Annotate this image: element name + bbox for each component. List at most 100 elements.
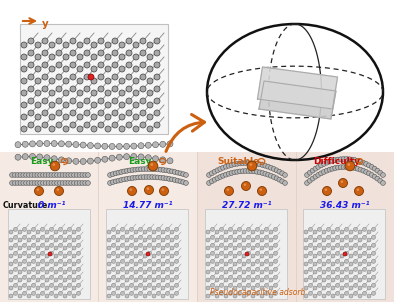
Circle shape bbox=[336, 251, 340, 255]
Circle shape bbox=[50, 227, 54, 231]
Circle shape bbox=[36, 286, 40, 290]
Circle shape bbox=[28, 86, 34, 92]
Circle shape bbox=[52, 173, 57, 177]
Circle shape bbox=[247, 161, 257, 171]
Circle shape bbox=[143, 294, 147, 298]
Circle shape bbox=[22, 275, 26, 279]
Circle shape bbox=[133, 102, 139, 108]
Circle shape bbox=[264, 283, 268, 287]
Bar bbox=[197, 152, 394, 302]
Circle shape bbox=[224, 246, 228, 250]
Circle shape bbox=[242, 230, 246, 234]
Circle shape bbox=[224, 270, 228, 274]
Circle shape bbox=[238, 267, 242, 271]
Circle shape bbox=[136, 167, 141, 172]
Circle shape bbox=[210, 227, 214, 231]
Circle shape bbox=[9, 294, 13, 298]
Circle shape bbox=[313, 270, 317, 274]
Circle shape bbox=[318, 243, 322, 247]
Circle shape bbox=[175, 178, 180, 183]
Circle shape bbox=[44, 155, 50, 161]
Circle shape bbox=[42, 50, 48, 56]
Circle shape bbox=[154, 50, 160, 56]
Circle shape bbox=[304, 246, 308, 250]
Circle shape bbox=[344, 267, 349, 271]
Circle shape bbox=[113, 179, 118, 184]
Circle shape bbox=[309, 235, 312, 239]
Circle shape bbox=[125, 176, 129, 181]
Circle shape bbox=[255, 235, 260, 239]
Circle shape bbox=[322, 169, 326, 174]
Circle shape bbox=[28, 74, 34, 80]
Circle shape bbox=[181, 180, 186, 185]
Circle shape bbox=[181, 172, 186, 177]
Circle shape bbox=[304, 238, 308, 242]
Circle shape bbox=[35, 102, 41, 108]
Circle shape bbox=[343, 252, 347, 256]
Circle shape bbox=[353, 166, 357, 170]
Circle shape bbox=[143, 286, 147, 290]
Circle shape bbox=[63, 278, 67, 282]
Circle shape bbox=[41, 243, 45, 247]
Circle shape bbox=[133, 167, 138, 172]
Circle shape bbox=[84, 122, 90, 128]
Circle shape bbox=[353, 243, 357, 247]
Circle shape bbox=[119, 78, 125, 84]
Circle shape bbox=[318, 283, 322, 287]
Circle shape bbox=[178, 171, 183, 176]
Circle shape bbox=[212, 169, 217, 174]
Circle shape bbox=[41, 259, 45, 263]
Circle shape bbox=[318, 235, 322, 239]
Circle shape bbox=[70, 86, 76, 92]
Circle shape bbox=[255, 169, 259, 174]
Circle shape bbox=[73, 158, 79, 164]
Circle shape bbox=[9, 230, 13, 234]
Circle shape bbox=[29, 173, 34, 177]
Circle shape bbox=[206, 270, 210, 274]
Circle shape bbox=[119, 102, 125, 108]
Circle shape bbox=[170, 230, 174, 234]
Circle shape bbox=[45, 230, 49, 234]
Circle shape bbox=[22, 243, 26, 247]
Circle shape bbox=[108, 173, 112, 177]
Circle shape bbox=[307, 170, 312, 175]
Text: Pseudocapacitive adsorb: Pseudocapacitive adsorb bbox=[210, 288, 305, 297]
Circle shape bbox=[260, 254, 264, 258]
Circle shape bbox=[304, 262, 308, 266]
Text: 36.43 m⁻¹: 36.43 m⁻¹ bbox=[320, 201, 370, 210]
Circle shape bbox=[13, 243, 17, 247]
Circle shape bbox=[105, 54, 111, 60]
Circle shape bbox=[42, 110, 48, 116]
Circle shape bbox=[143, 270, 147, 274]
Circle shape bbox=[84, 86, 90, 92]
Circle shape bbox=[206, 278, 210, 282]
Circle shape bbox=[150, 175, 154, 179]
Circle shape bbox=[318, 259, 322, 263]
Circle shape bbox=[112, 74, 118, 80]
Circle shape bbox=[367, 294, 371, 298]
Circle shape bbox=[309, 251, 312, 255]
Circle shape bbox=[341, 180, 343, 183]
Circle shape bbox=[322, 294, 326, 298]
Circle shape bbox=[318, 291, 322, 295]
Circle shape bbox=[54, 187, 63, 195]
Circle shape bbox=[160, 141, 166, 147]
Circle shape bbox=[91, 126, 97, 132]
Bar bbox=[0, 152, 394, 302]
Circle shape bbox=[247, 251, 251, 255]
Circle shape bbox=[264, 275, 268, 279]
Circle shape bbox=[50, 259, 54, 263]
Circle shape bbox=[367, 262, 371, 266]
Circle shape bbox=[107, 278, 111, 282]
Circle shape bbox=[362, 259, 366, 263]
Circle shape bbox=[366, 171, 371, 176]
Circle shape bbox=[269, 270, 273, 274]
Circle shape bbox=[70, 110, 76, 116]
Circle shape bbox=[372, 291, 375, 295]
Circle shape bbox=[126, 38, 132, 44]
Circle shape bbox=[63, 90, 69, 96]
Circle shape bbox=[9, 181, 15, 185]
Circle shape bbox=[327, 159, 332, 164]
Circle shape bbox=[367, 246, 371, 250]
Circle shape bbox=[327, 167, 332, 172]
